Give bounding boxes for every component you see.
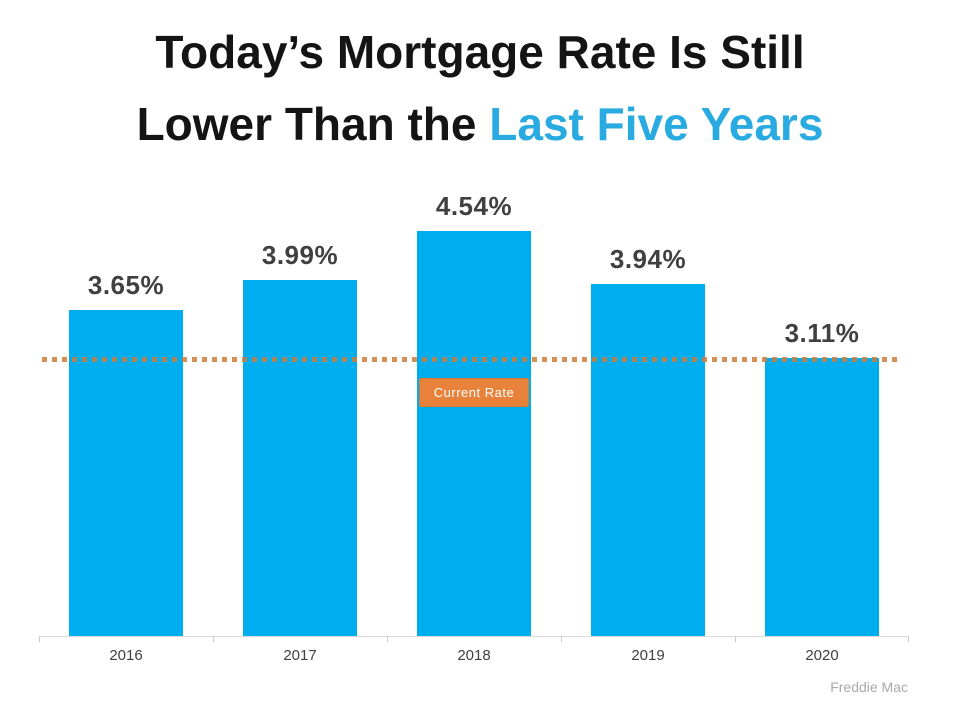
x-axis-label-2019: 2019 (631, 647, 665, 664)
bar-value-label-2019: 3.94% (609, 244, 687, 274)
current-rate-reference-line (42, 357, 902, 362)
bar-value-label-2018: 4.54% (435, 191, 513, 221)
bar-2019 (591, 284, 705, 636)
bar-value-label-2020: 3.11% (784, 318, 860, 348)
title-line2-accent: Last Five Years (489, 98, 824, 150)
bar-2016 (69, 310, 183, 636)
current-rate-badge: Current Rate (419, 378, 529, 407)
axis-tick (908, 636, 909, 642)
x-axis-label-2018: 2018 (457, 647, 491, 664)
axis-tick (561, 636, 562, 642)
axis-tick (213, 636, 214, 642)
title-line1: Today’s Mortgage Rate Is Still (155, 26, 805, 78)
chart-title: Today’s Mortgage Rate Is Still Lower Than… (0, 16, 960, 160)
axis-tick (39, 636, 40, 642)
x-axis-label-2016: 2016 (109, 647, 143, 664)
x-axis-label-2020: 2020 (805, 647, 839, 664)
bar-value-label-2017: 3.99% (261, 240, 339, 270)
title-line2-black: Lower Than the (136, 98, 490, 150)
bar-value-label-2016: 3.65% (87, 270, 165, 300)
current-rate-badge-label: Current Rate (433, 385, 515, 400)
x-axis-labels: 2016 2017 2018 2019 2020 (39, 647, 909, 664)
source-attribution: Freddie Mac (830, 679, 908, 695)
axis-tick (387, 636, 388, 642)
x-axis-line (39, 636, 909, 642)
bar-2017 (243, 280, 357, 636)
axis-tick (735, 636, 736, 642)
bar-2018 (417, 231, 531, 636)
bar-2020 (765, 358, 879, 636)
bar-chart-plot-area: Current Rate 3.65% 3.99% 4.54% 3.94% 3.11% (39, 191, 909, 636)
x-axis-label-2017: 2017 (283, 647, 317, 664)
